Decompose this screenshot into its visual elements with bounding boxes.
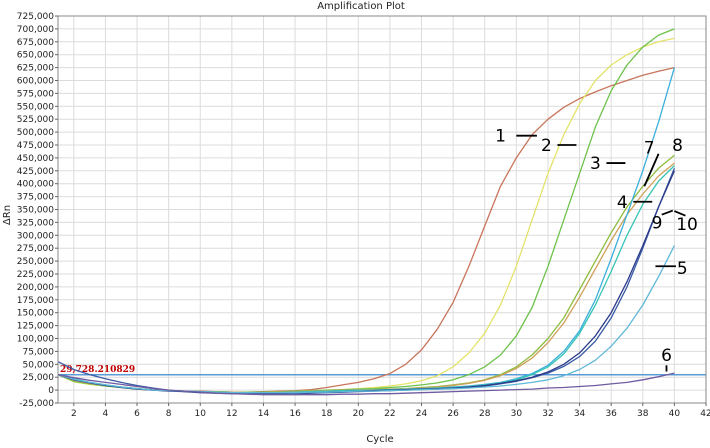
x-tick-label: 32 [542,409,553,419]
y-tick-label: 500,000 [17,128,54,138]
x-tick-label: 10 [195,409,207,419]
x-tick-label: 36 [605,409,617,419]
x-tick-label: 42 [700,409,710,419]
annotation-label: 10 [676,215,698,235]
series-line-2 [57,37,675,393]
y-tick-label: 50,000 [23,360,55,370]
y-tick-label: 150,000 [17,309,54,319]
y-tick-label: 250,000 [17,257,54,267]
y-tick-label: 200,000 [17,283,54,293]
y-tick-label: 450,000 [17,154,54,164]
x-tick-label: 6 [134,409,140,419]
y-tick-label: 225,000 [17,270,54,280]
annotation-label: 7 [644,139,655,159]
series-line-3 [57,28,675,393]
y-tick-label: 25,000 [23,373,55,383]
annotation-label: 5 [677,259,688,279]
y-tick-label: 325,000 [17,218,54,228]
y-tick-label: 125,000 [17,322,54,332]
y-tick-label: 725,000 [17,12,54,22]
y-tick-label: -25,000 [19,399,54,409]
y-tick-label: 350,000 [17,206,54,216]
series-line-6 [57,67,676,394]
annotation-label: 9 [652,213,663,233]
y-tick-label: 0 [48,386,54,396]
series-line-7 [57,165,675,394]
x-tick-label: 38 [637,409,649,419]
x-axis-title: Cycle [366,434,393,445]
x-tick-label: 18 [321,409,333,419]
y-tick-label: 425,000 [17,167,54,177]
series-line-5 [57,162,675,394]
y-tick-label: 600,000 [17,77,54,87]
y-axis-title: ΔRn [2,205,13,225]
y-tick-label: 675,000 [17,38,54,48]
chart-title: Amplification Plot [317,1,405,12]
x-tick-label: 14 [258,409,270,419]
x-tick-label: 40 [669,409,681,419]
y-tick-label: 700,000 [17,25,54,35]
y-tick-label: 400,000 [17,180,54,190]
threshold-value-label: 29,728.210829 [60,365,135,375]
y-tick-label: 550,000 [17,102,54,112]
annotation-leader [674,210,686,217]
series-line-1 [57,66,675,393]
x-tick-label: 22 [384,409,395,419]
series-line-9 [57,170,675,394]
series-line-10 [57,245,675,394]
x-tick-label: 30 [511,409,523,419]
annotation-label: 4 [617,193,628,213]
series-line-8 [57,167,676,395]
x-tick-label: 24 [416,409,428,419]
y-tick-label: 575,000 [17,89,54,99]
y-tick-label: 475,000 [17,141,54,151]
x-tick-label: 20 [353,409,365,419]
annotation-label: 8 [672,136,683,156]
x-tick-label: 28 [479,409,491,419]
threshold: 29,728.210829 [58,365,706,376]
y-axis-ticks: -25,000 0 25,000 50,000 75,000 100,000 125,000… [17,12,58,409]
x-tick-label: 8 [166,409,172,419]
x-axis-ticks: 2 4 6 8 10 12 14 16 18 20 22 24 26 28 30 32 34 36 38 40 42 [71,403,710,419]
y-tick-label: 650,000 [17,51,54,61]
x-tick-label: 2 [71,409,77,419]
annotation-label: 3 [590,154,601,174]
series-group [57,28,676,396]
x-tick-label: 26 [447,409,459,419]
y-tick-label: 300,000 [17,231,54,241]
annotation-label: 6 [661,346,672,366]
y-tick-label: 75,000 [23,347,55,357]
y-tick-label: 625,000 [17,64,54,74]
y-tick-label: 375,000 [17,193,54,203]
y-tick-label: 100,000 [17,335,54,345]
annotation-leader [643,153,660,187]
x-tick-label: 34 [574,409,586,419]
annotation-leader [661,209,674,216]
x-tick-label: 4 [103,409,109,419]
grid [58,15,707,404]
series-line-11 [57,372,675,396]
annotation-label: 1 [495,127,506,147]
annotation-label: 2 [541,136,552,156]
x-tick-label: 16 [289,409,301,419]
y-tick-label: 275,000 [17,244,54,254]
y-tick-label: 525,000 [17,115,54,125]
y-tick-label: 175,000 [17,296,54,306]
x-tick-label: 12 [226,409,237,419]
